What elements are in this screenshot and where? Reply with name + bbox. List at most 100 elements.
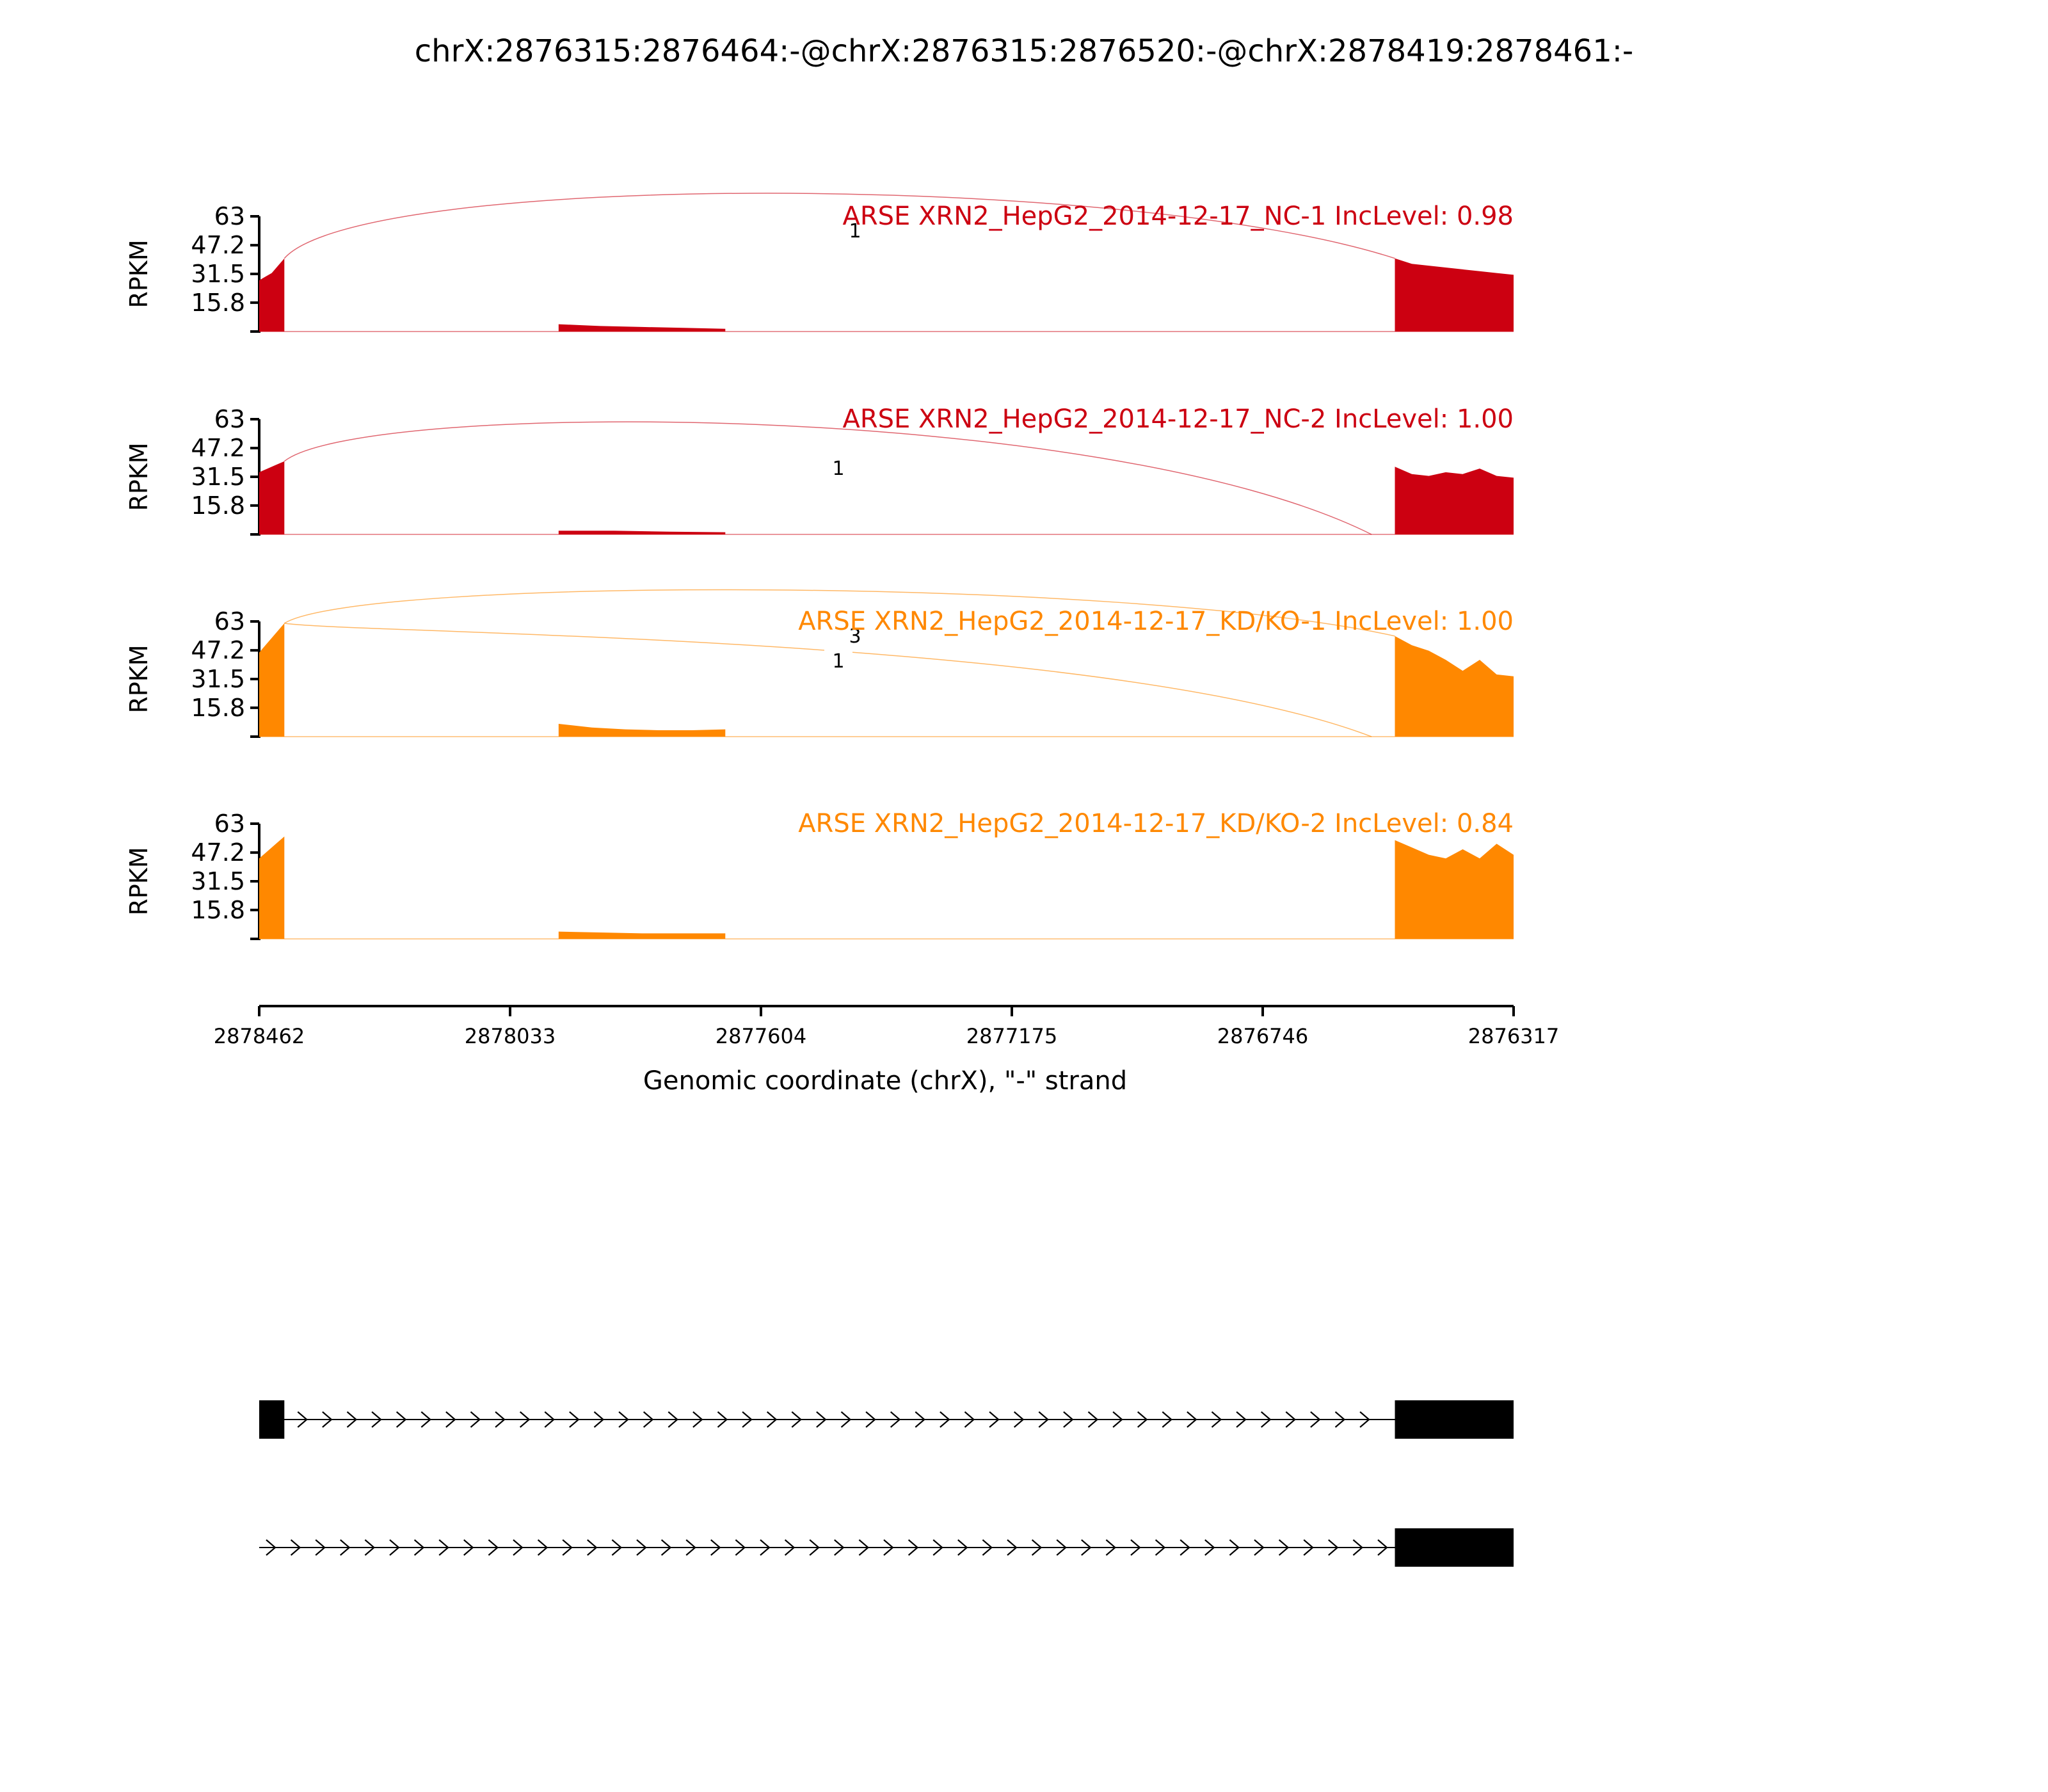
strand-chevron: [593, 1411, 605, 1428]
strand-chevron: [883, 1539, 894, 1556]
strand-chevron: [1155, 1539, 1166, 1556]
y-tick-label: 63: [214, 810, 245, 838]
strand-chevron: [989, 1411, 1000, 1428]
x-tick-label: 2876746: [1217, 1024, 1309, 1048]
strand-chevron: [791, 1411, 802, 1428]
junction-arc: [284, 623, 1372, 737]
strand-chevron: [636, 1539, 647, 1556]
coverage-area: [259, 623, 285, 737]
strand-chevron: [1038, 1411, 1049, 1428]
strand-chevron: [1303, 1539, 1314, 1556]
strand-chevron: [766, 1411, 778, 1428]
coverage-area: [558, 724, 726, 737]
transcript-2: [259, 1528, 1514, 1567]
strand-chevron: [932, 1539, 943, 1556]
strand-chevron: [537, 1539, 548, 1556]
strand-chevron: [982, 1539, 993, 1556]
strand-chevron: [717, 1411, 728, 1428]
strand-chevron: [1278, 1539, 1290, 1556]
strand-chevron: [1105, 1539, 1117, 1556]
strand-chevron: [890, 1411, 901, 1428]
strand-chevron: [1254, 1539, 1265, 1556]
strand-chevron: [908, 1539, 919, 1556]
strand-chevron: [834, 1539, 845, 1556]
strand-chevron: [1352, 1539, 1364, 1556]
y-axis-label: RPKM: [125, 239, 153, 308]
strand-chevron: [495, 1411, 506, 1428]
strand-chevron: [1260, 1411, 1272, 1428]
strand-chevron: [643, 1411, 654, 1428]
coverage-area: [1395, 840, 1514, 939]
y-tick-label: 15.8: [191, 896, 245, 924]
strand-chevron: [668, 1411, 678, 1428]
strand-chevron: [784, 1539, 796, 1556]
strand-chevron: [940, 1411, 950, 1428]
y-tick-label: 15.8: [191, 492, 245, 520]
strand-chevron: [297, 1411, 308, 1428]
junction-label-bg: [841, 220, 869, 243]
strand-chevron: [858, 1539, 870, 1556]
exon-block: [1395, 1528, 1514, 1567]
y-axis-label: RPKM: [125, 442, 153, 511]
strand-chevron: [1187, 1411, 1197, 1428]
strand-chevron: [1087, 1411, 1099, 1428]
y-tick-label: 31.5: [191, 260, 245, 288]
strand-chevron: [1334, 1411, 1346, 1428]
strand-chevron: [735, 1539, 746, 1556]
exon-block: [259, 1400, 285, 1439]
strand-chevron: [840, 1411, 852, 1428]
track-label: ARSE XRN2_HepG2_2014-12-17_KD/KO-1 IncLe…: [798, 607, 1514, 636]
junction-arc: [284, 589, 1395, 637]
chart-title: chrX:2876315:2876464:-@chrX:2876315:2876…: [415, 33, 1633, 69]
strand-chevron: [710, 1539, 721, 1556]
coverage-area: [259, 836, 285, 939]
junction-arc: [284, 421, 1372, 535]
strand-chevron: [1112, 1411, 1123, 1428]
y-tick-label: 63: [214, 405, 245, 433]
y-tick-label: 15.8: [191, 694, 245, 722]
junction-label-bg: [824, 457, 852, 480]
track-label: ARSE XRN2_HepG2_2014-12-17_NC-2 IncLevel…: [842, 404, 1514, 434]
strand-chevron: [346, 1411, 358, 1428]
strand-chevron: [1236, 1411, 1247, 1428]
strand-chevron: [544, 1411, 555, 1428]
strand-chevron: [1229, 1539, 1240, 1556]
strand-chevron: [470, 1411, 481, 1428]
coverage-area: [1395, 467, 1514, 534]
strand-chevron: [587, 1539, 598, 1556]
strand-chevron: [413, 1539, 425, 1556]
strand-chevron: [865, 1411, 876, 1428]
y-tick-label: 31.5: [191, 867, 245, 895]
strand-chevron: [569, 1411, 580, 1428]
strand-chevron: [1328, 1539, 1339, 1556]
y-tick-label: 31.5: [191, 665, 245, 693]
strand-chevron: [371, 1411, 382, 1428]
strand-chevron: [1162, 1411, 1172, 1428]
strand-chevron: [513, 1539, 524, 1556]
strand-chevron: [1063, 1411, 1074, 1428]
x-tick-label: 2878462: [214, 1024, 305, 1048]
strand-chevron: [364, 1539, 376, 1556]
strand-chevron: [1285, 1411, 1296, 1428]
strand-chevron: [964, 1411, 975, 1428]
strand-chevron: [685, 1539, 696, 1556]
coverage-area: [558, 931, 726, 939]
x-tick-label: 2876317: [1468, 1024, 1560, 1048]
y-tick-label: 47.2: [191, 636, 245, 664]
strand-chevron: [816, 1411, 827, 1428]
strand-chevron: [396, 1411, 407, 1428]
strand-chevron: [1137, 1411, 1148, 1428]
y-axis-label: RPKM: [125, 847, 153, 915]
strand-chevron: [809, 1539, 820, 1556]
exon-block: [1395, 1400, 1514, 1439]
strand-chevron: [562, 1539, 573, 1556]
y-tick-label: 63: [214, 202, 245, 230]
x-tick-label: 2877604: [716, 1024, 807, 1048]
junction-count: 3: [849, 625, 861, 648]
y-axis-label: RPKM: [125, 644, 153, 713]
